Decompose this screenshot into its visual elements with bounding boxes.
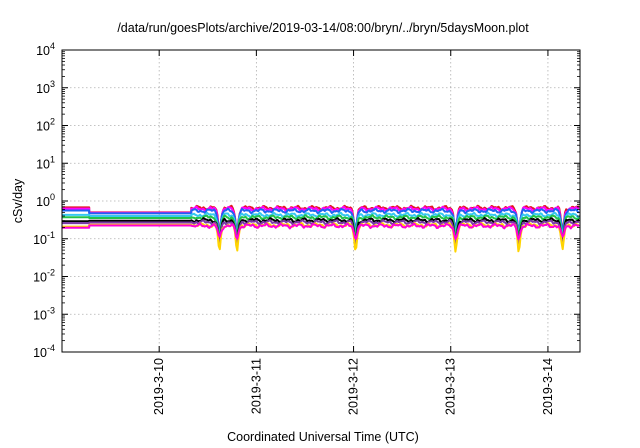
y-tick-label-exponent: 3 [50, 79, 55, 89]
y-tick-label-base: 10 [36, 82, 50, 96]
x-tick-label: 2019-3-12 [347, 358, 361, 415]
y-tick-label: 10-3 [33, 305, 55, 322]
y-tick-label-base: 10 [36, 195, 50, 209]
chart-title: /data/run/goesPlots/archive/2019-03-14/0… [117, 21, 529, 35]
y-tick-label-exponent: 4 [50, 41, 55, 51]
axis-ticks [62, 49, 580, 353]
plot-series [62, 204, 580, 253]
y-tick-label-base: 10 [33, 308, 47, 322]
y-tick-label: 100 [36, 192, 55, 209]
series-line [62, 211, 580, 237]
y-tick-label-base: 10 [33, 233, 47, 247]
y-tick-label-base: 10 [36, 44, 50, 58]
y-tick-label: 10-2 [33, 268, 55, 285]
y-tick-label-base: 10 [33, 346, 47, 360]
grid [62, 50, 580, 352]
y-tick-label: 103 [36, 79, 55, 96]
x-tick-labels: 2019-3-10 2019-3-11 2019-3-12 2019-3-13 2019… [152, 358, 555, 415]
y-tick-label: 10-4 [33, 343, 55, 360]
series-line [62, 214, 580, 241]
y-tick-label-exponent: 2 [50, 117, 55, 127]
y-tick-label-exponent: 1 [50, 154, 55, 164]
y-tick-label-exponent: -4 [47, 343, 55, 353]
x-tick-label: 2019-3-14 [541, 358, 555, 415]
x-tick-label: 2019-3-10 [152, 358, 166, 415]
y-tick-label-base: 10 [36, 157, 50, 171]
x-axis-label: Coordinated Universal Time (UTC) [227, 430, 419, 444]
y-tick-label-exponent: -2 [47, 268, 55, 278]
y-tick-label: 101 [36, 154, 55, 171]
series-line [62, 207, 580, 233]
x-tick-label: 2019-3-11 [249, 358, 263, 414]
y-axis-label: cSv/day [11, 178, 25, 223]
x-tick-label: 2019-3-13 [444, 358, 458, 415]
y-tick-label-exponent: -3 [47, 305, 55, 315]
y-tick-label: 102 [36, 117, 55, 134]
y-tick-label-base: 10 [33, 271, 47, 285]
y-tick-label-base: 10 [36, 120, 50, 134]
y-tick-label: 104 [36, 41, 55, 58]
series-line [62, 218, 580, 249]
y-tick-label-exponent: -1 [47, 230, 55, 240]
y-tick-label: 10-1 [33, 230, 55, 247]
series-line [62, 222, 580, 241]
y-tick-label-exponent: 0 [50, 192, 55, 202]
series-line [62, 216, 580, 247]
